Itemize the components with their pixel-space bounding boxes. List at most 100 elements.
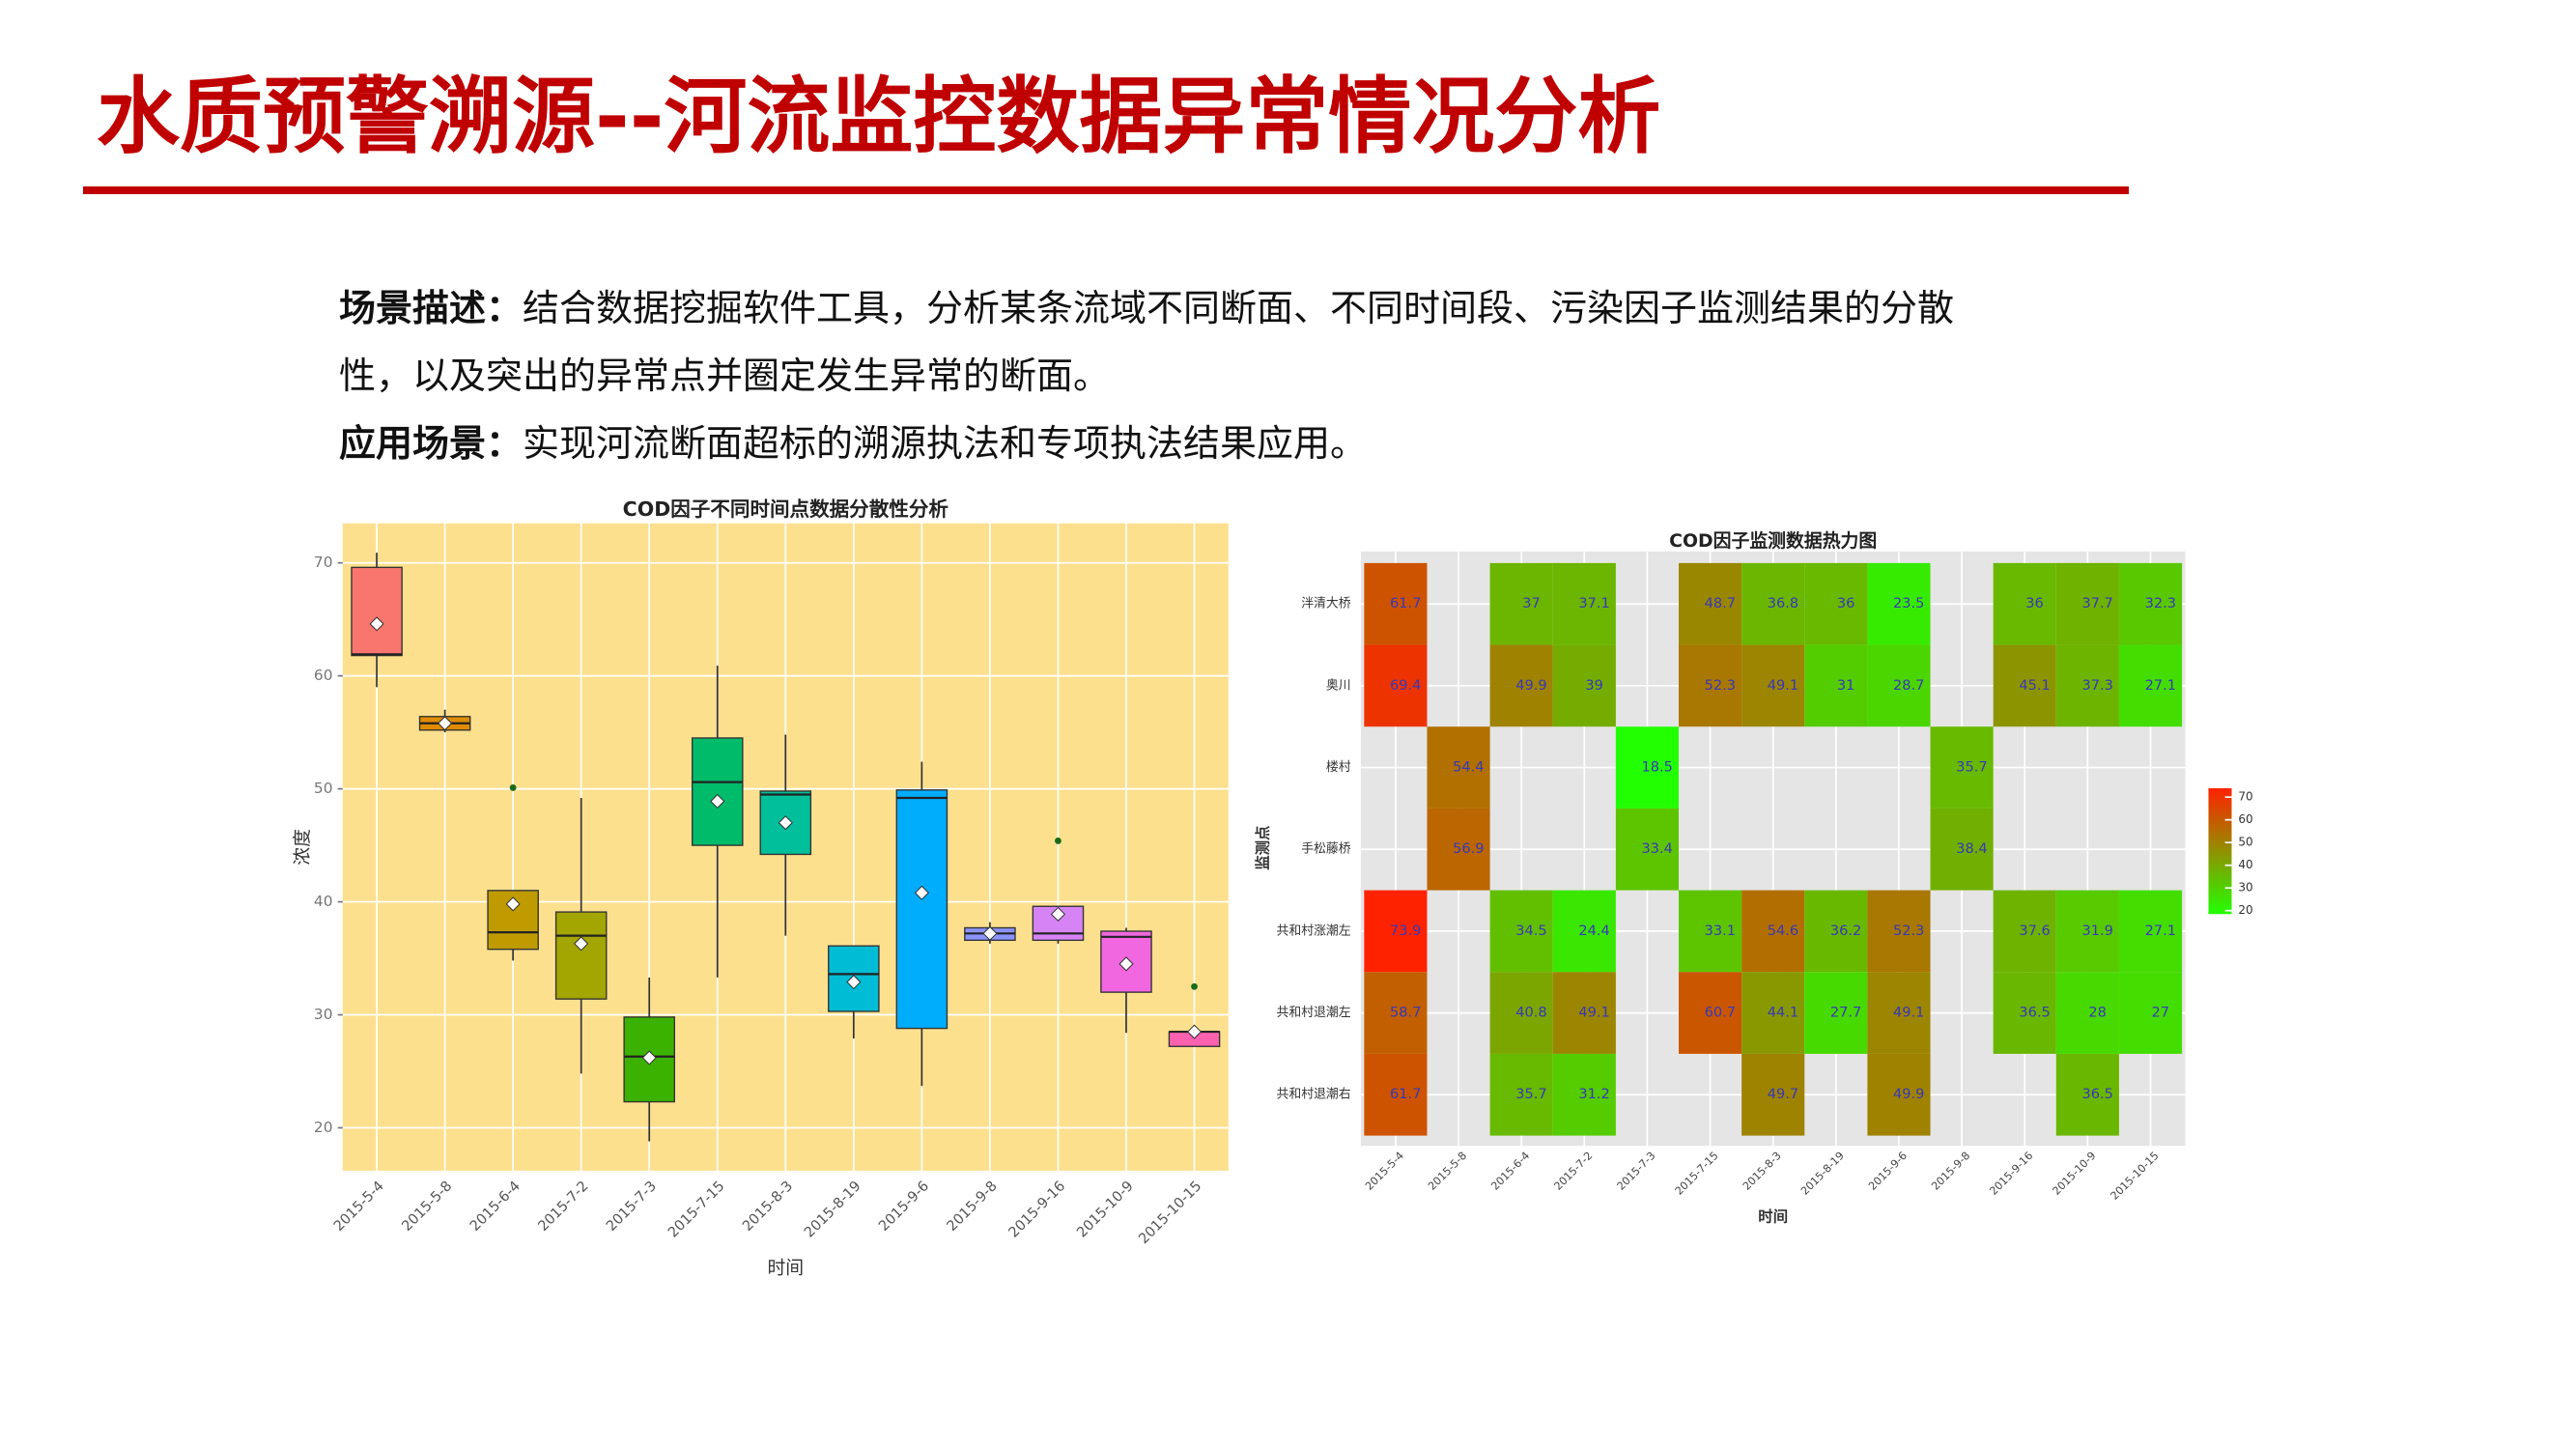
mean [846,975,862,990]
cell-label: 37.3 [2081,677,2112,694]
outlier [1055,837,1062,844]
cell-label: 27 [2152,1005,2170,1021]
cell-label: 28.7 [1893,677,1924,694]
cell-label: 36.2 [1830,923,1861,939]
legend-tick-label: 60 [2238,812,2252,826]
x-tick-label: 2015-9-16 [1005,1178,1068,1240]
x-axis-label: 时间 [1758,1207,1788,1225]
x-tick-label: 2015-9-8 [1929,1150,1972,1193]
legend-tick-label: 70 [2238,790,2252,804]
x-tick-label: 2015-8-19 [801,1178,863,1240]
heat-cell [1552,972,1616,1054]
cell-label: 33.4 [1642,840,1673,857]
cell-label: 36.5 [2019,1005,2050,1021]
x-tick-label: 2015-5-4 [1363,1150,1406,1193]
x-tick-label: 2015-10-15 [1136,1178,1205,1247]
x-tick-label: 2015-7-15 [1673,1150,1721,1198]
mean [641,1050,657,1065]
cell-label: 39 [1585,677,1603,694]
description-item: 应用场景：实现河流断面超标的溯源执法和专项执法结果应用。 [339,410,2020,477]
heat-cell [2055,644,2119,727]
cell-label: 34.5 [1515,923,1546,939]
x-tick-label: 2015-9-6 [875,1178,932,1235]
heat-cell [1364,1053,1428,1136]
heat-cell [1552,890,1616,973]
heat-cell [1364,972,1428,1054]
heat-cell [1993,890,2056,973]
cell-label: 54.4 [1453,759,1484,776]
heat-cell [1741,972,1805,1054]
x-tick-label: 2015-5-8 [399,1178,456,1235]
cell-label: 61.7 [1390,595,1421,611]
heat-cell [1679,890,1742,973]
cell-label: 31.2 [1578,1086,1609,1102]
heat-cell [1489,972,1553,1054]
mean [1186,1024,1203,1039]
heat-cell [1993,972,2056,1054]
cell-label: 45.1 [2019,677,2050,694]
description-label: 场景描述： [339,287,524,329]
x-tick-label: 2015-10-9 [1074,1178,1137,1240]
cell-label: 36 [2025,595,2044,611]
title-rule [83,186,2129,194]
cell-label: 49.9 [1515,677,1546,694]
cell-label: 54.6 [1768,923,1798,939]
heat-cell [1867,644,1931,727]
description-label: 应用场景： [339,422,524,465]
x-tick-label: 2015-8-19 [1798,1150,1847,1198]
heat-cell [2118,644,2183,727]
chart-title: COD因子监测数据热力图 [1669,529,1877,552]
heat-cell [1615,726,1680,809]
heat-cell [2055,890,2119,973]
heat-cell [1993,562,2056,645]
y-tick-label: 手松藤桥 [1301,842,1351,857]
mean [710,793,725,810]
mean [369,616,384,632]
heat-cell [1489,562,1553,645]
mean [1050,906,1066,923]
heat-cell [1364,890,1428,973]
heat-cell [1867,972,1931,1054]
mean [914,885,929,900]
x-tick-label: 2015-5-8 [1426,1150,1469,1193]
heat-cell [1427,726,1490,809]
heat-cell [1615,808,1680,891]
cell-label: 24.4 [1578,923,1609,939]
heat-cell [1867,890,1931,973]
y-tick-label: 30 [314,1006,333,1023]
cell-label: 58.7 [1390,1005,1421,1021]
heat-cell [1489,890,1553,973]
box [895,789,948,1030]
heat-cell [1364,562,1428,645]
legend-tick-label: 20 [2238,903,2252,917]
heat-cell [1867,1053,1931,1136]
heat-cell [1804,644,1868,727]
slide-title: 水质预警溯源--河流监控数据异常情况分析 [97,69,1661,165]
heat-cell [1489,1053,1553,1136]
heat-cell [1741,644,1805,727]
cell-label: 36.5 [2081,1086,2112,1102]
cell-label: 37.6 [2019,923,2050,939]
cell-label: 37.1 [1578,595,1609,611]
cell-label: 52.3 [1893,923,1924,939]
outlier [509,784,517,791]
cell-label: 44.1 [1768,1005,1798,1021]
box [554,911,608,1000]
x-tick-label: 2015-6-4 [1488,1150,1532,1193]
mean [574,936,589,952]
x-tick-label: 2015-7-2 [535,1178,592,1235]
x-tick-label: 2015-9-8 [944,1178,1001,1235]
heat-cell [1679,972,1742,1054]
x-tick-label: 2015-10-15 [2109,1150,2162,1203]
description-text: 结合数据挖掘软件工具，分析某条流域不同断面、不同时间段、污染因子监测结果的分散性… [339,287,1955,397]
heat-cell [2118,562,2183,645]
cell-label: 40.8 [1515,1005,1546,1021]
mean [778,815,793,831]
y-tick-label: 奥川 [1326,678,1351,693]
heat-cell [1679,644,1742,727]
heat-cell [1741,562,1805,645]
description: 场景描述：结合数据挖掘软件工具，分析某条流域不同断面、不同时间段、污染因子监测结… [339,274,2020,477]
heat-cell [1552,644,1616,727]
y-tick-label: 70 [314,554,333,571]
cell-label: 56.9 [1453,840,1484,857]
